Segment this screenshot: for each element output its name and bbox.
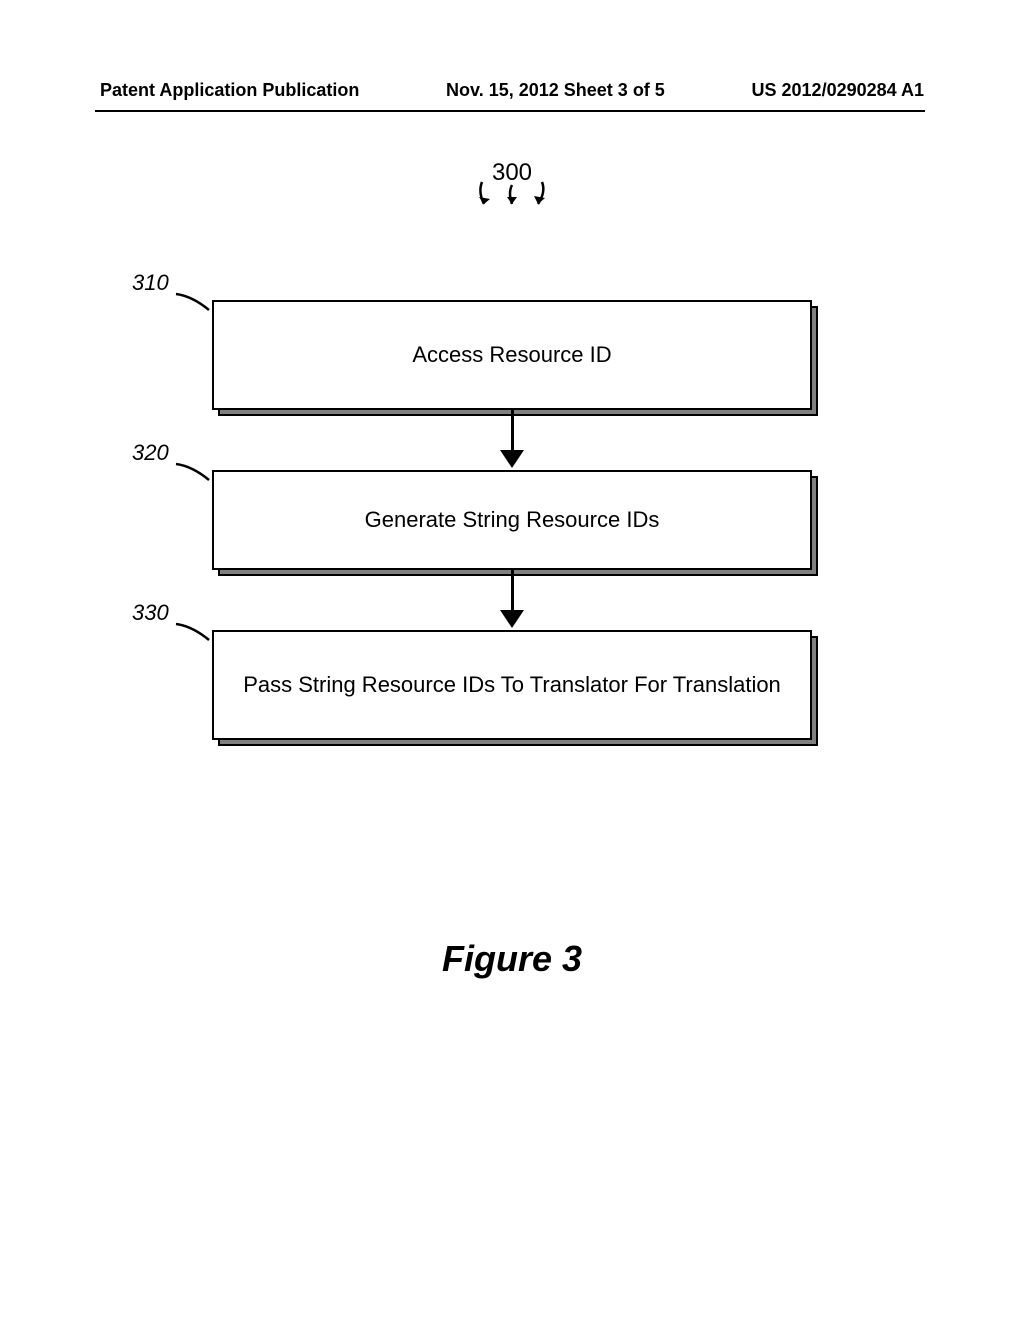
arrow-head-icon [500, 450, 524, 468]
label-connector-icon [174, 292, 214, 312]
box-text: Access Resource ID [412, 342, 611, 368]
ref-arrows-icon: 300 [462, 160, 562, 220]
header-left: Patent Application Publication [100, 80, 359, 101]
header-center: Nov. 15, 2012 Sheet 3 of 5 [446, 80, 665, 101]
arrow-head-icon [500, 610, 524, 628]
box-text: Generate String Resource IDs [365, 507, 660, 533]
flowchart-step: 320 Generate String Resource IDs [212, 470, 812, 570]
flowchart-box: Pass String Resource IDs To Translator F… [212, 630, 812, 740]
arrow-line [511, 410, 514, 455]
step-label: 330 [132, 600, 169, 626]
label-connector-icon [174, 622, 214, 642]
flowchart-box: Access Resource ID [212, 300, 812, 410]
step-label: 310 [132, 270, 169, 296]
step-label: 320 [132, 440, 169, 466]
flowchart: 310 Access Resource ID 320 Generate Stri… [212, 300, 812, 740]
flow-arrow [212, 410, 812, 470]
flow-arrow [212, 570, 812, 630]
arrow-line [511, 570, 514, 615]
svg-text:300: 300 [492, 160, 532, 186]
figure-caption: Figure 3 [442, 938, 582, 980]
header-divider [95, 110, 925, 112]
flowchart-step: 330 Pass String Resource IDs To Translat… [212, 630, 812, 740]
label-connector-icon [174, 462, 214, 482]
patent-header: Patent Application Publication Nov. 15, … [0, 80, 1024, 101]
flowchart-box: Generate String Resource IDs [212, 470, 812, 570]
header-right: US 2012/0290284 A1 [752, 80, 924, 101]
diagram-reference-number: 300 [462, 160, 562, 225]
box-text: Pass String Resource IDs To Translator F… [243, 672, 781, 698]
flowchart-step: 310 Access Resource ID [212, 300, 812, 410]
